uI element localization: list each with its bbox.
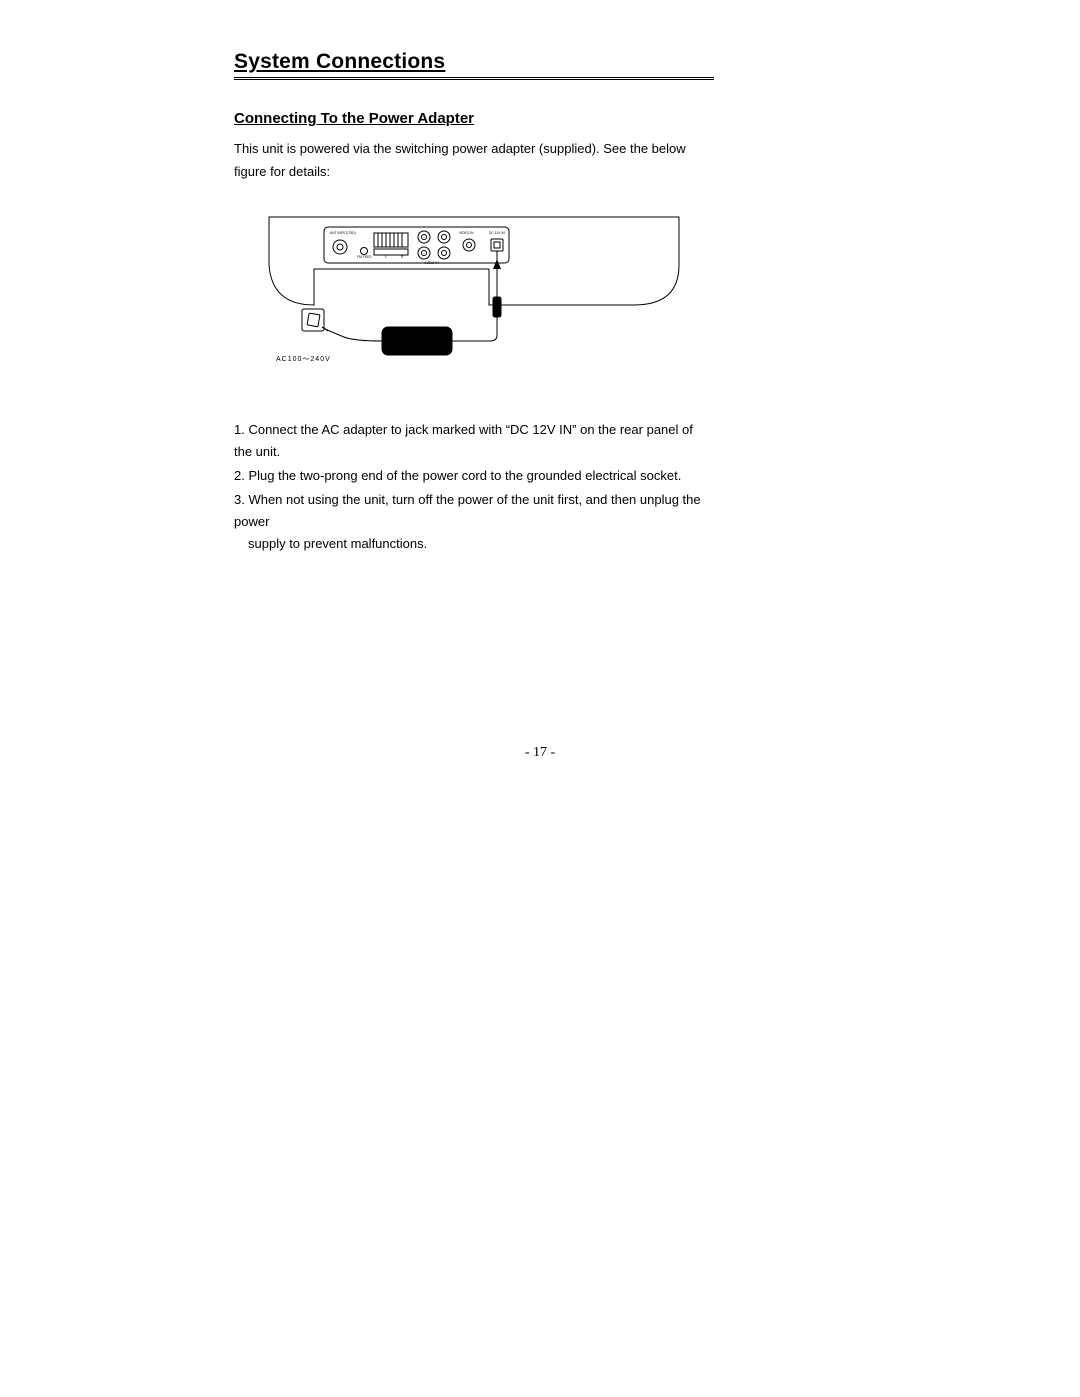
step-3-line2: supply to prevent malfunctions. xyxy=(234,533,714,555)
label-dc-in-1: DC 12V IN xyxy=(489,231,505,235)
step-3-line1: 3. When not using the unit, turn off the… xyxy=(234,492,701,529)
label-video-in: VIDEO IN xyxy=(459,231,474,235)
label-ac-voltage: AC100～240V xyxy=(276,356,331,363)
label-r: R xyxy=(401,255,404,259)
step-2: 2. Plug the two-prong end of the power c… xyxy=(234,465,714,487)
figure-container: ANT INPUT(75Ω) FM FEED L R VIDEO IN AUDI… xyxy=(234,209,714,389)
intro-text: This unit is powered via the switching p… xyxy=(234,137,714,184)
step-1: 1. Connect the AC adapter to jack marked… xyxy=(234,419,714,463)
section-title: System Connections xyxy=(234,50,714,80)
label-ant-input: ANT INPUT(75Ω) xyxy=(330,231,356,235)
page-number: - 17 - xyxy=(0,745,1080,761)
manual-page: System Connections Connecting To the Pow… xyxy=(0,0,1080,1397)
step-3: 3. When not using the unit, turn off the… xyxy=(234,489,714,555)
label-audio-in: AUDIO IN xyxy=(424,261,439,265)
subsection-title: Connecting To the Power Adapter xyxy=(234,110,714,127)
connection-diagram: ANT INPUT(75Ω) FM FEED L R VIDEO IN AUDI… xyxy=(254,209,694,389)
content-column: System Connections Connecting To the Pow… xyxy=(234,50,714,555)
label-l: L xyxy=(385,255,387,259)
label-fm-feed: FM FEED xyxy=(357,255,372,259)
instruction-steps: 1. Connect the AC adapter to jack marked… xyxy=(234,419,714,556)
